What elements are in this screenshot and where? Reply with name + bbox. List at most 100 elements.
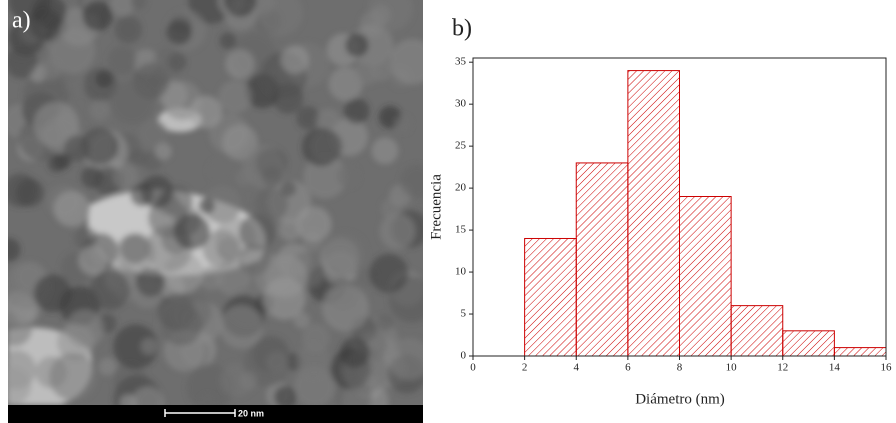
y-tick-label: 30 <box>455 98 467 110</box>
particle <box>198 197 215 214</box>
x-tick-label: 16 <box>881 362 893 374</box>
particle <box>371 137 399 165</box>
particle <box>140 175 174 209</box>
particle <box>66 309 104 348</box>
particle <box>369 253 409 293</box>
particle <box>301 323 331 353</box>
particle <box>280 45 310 74</box>
y-tick-label: 0 <box>461 350 467 362</box>
particle <box>33 274 72 313</box>
particle <box>49 352 98 401</box>
particle <box>115 232 156 274</box>
particle <box>296 343 331 379</box>
texture <box>8 0 423 405</box>
y-tick-label: 5 <box>461 308 467 320</box>
x-tick-label: 8 <box>677 362 683 374</box>
particle <box>82 0 113 31</box>
particle <box>63 135 90 162</box>
particle <box>166 19 192 46</box>
particle <box>47 154 66 173</box>
particle <box>114 15 143 44</box>
particle <box>389 38 423 85</box>
particle <box>219 32 237 50</box>
particle <box>254 187 289 221</box>
particle <box>202 229 241 268</box>
particle <box>388 337 423 381</box>
particle <box>130 0 147 10</box>
particle <box>296 106 320 130</box>
particle <box>112 163 139 190</box>
x-tick-label: 4 <box>574 362 580 374</box>
particle <box>203 185 242 224</box>
particle <box>303 155 347 199</box>
particle <box>273 385 297 405</box>
y-tick-label: 20 <box>455 182 467 194</box>
particle <box>280 180 297 197</box>
particle <box>8 46 38 79</box>
particle <box>109 80 155 125</box>
particle <box>293 312 310 329</box>
particle <box>238 243 271 276</box>
particle <box>218 80 252 114</box>
bar <box>575 162 629 357</box>
scale-bar-label: 20 nm <box>238 408 264 418</box>
particle <box>265 351 288 374</box>
bar <box>524 237 577 357</box>
x-tick-label: 14 <box>829 362 841 374</box>
particle <box>336 164 360 188</box>
particle <box>135 267 166 297</box>
particle <box>95 70 113 88</box>
bar <box>679 196 732 357</box>
particle <box>238 214 276 251</box>
particle <box>399 164 423 199</box>
particle <box>39 58 62 81</box>
particle <box>160 303 203 346</box>
particle <box>16 178 45 207</box>
particle <box>208 159 231 182</box>
particle <box>107 45 137 75</box>
particle <box>353 60 379 86</box>
particle <box>263 277 306 320</box>
particle <box>130 386 165 405</box>
x-tick-label: 6 <box>625 362 631 374</box>
particle <box>224 0 257 18</box>
particle <box>152 46 185 79</box>
bar <box>730 305 784 357</box>
panel-label: b) <box>452 16 472 42</box>
particle <box>139 119 168 149</box>
particle <box>81 127 119 165</box>
x-axis-label: Diámetro (nm) <box>635 391 725 407</box>
bar <box>627 70 680 357</box>
x-tick-label: 0 <box>470 362 476 374</box>
particle <box>32 0 67 30</box>
particle <box>89 99 111 121</box>
particle <box>370 4 391 26</box>
bar <box>833 347 887 357</box>
scale-strip <box>8 405 423 423</box>
particle <box>379 213 416 250</box>
x-tick-label: 2 <box>522 362 528 374</box>
particle <box>239 371 258 390</box>
particle <box>339 337 370 368</box>
particle <box>89 269 130 310</box>
panel-label: a) <box>12 8 31 34</box>
particle <box>293 366 335 405</box>
particle <box>53 190 90 227</box>
particle <box>376 314 394 331</box>
x-tick-label: 12 <box>777 362 788 374</box>
particle <box>241 144 286 189</box>
x-tick-label: 10 <box>726 362 738 374</box>
particle <box>321 284 369 332</box>
particle <box>225 49 255 79</box>
particle <box>98 357 117 376</box>
particle <box>65 74 85 95</box>
particle <box>316 108 341 133</box>
particle <box>154 142 172 160</box>
particle <box>113 324 159 370</box>
y-tick-label: 35 <box>455 56 467 68</box>
particle <box>8 238 21 262</box>
particle <box>256 0 304 36</box>
particle <box>295 206 332 243</box>
